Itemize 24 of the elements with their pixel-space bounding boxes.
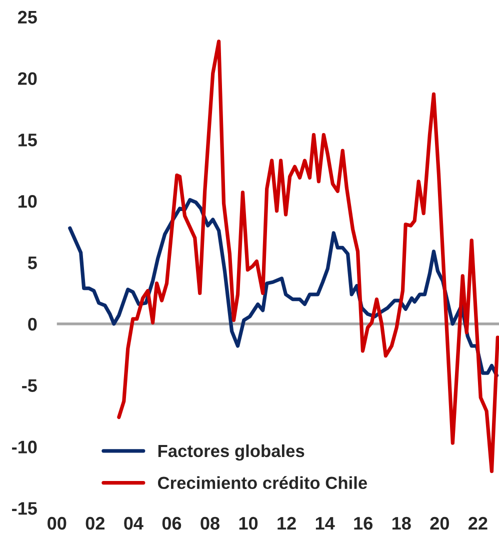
y-tick-label: -15 [12,502,37,515]
x-tick-label: 18 [392,516,411,530]
legend-label: Factores globales [158,444,304,461]
x-tick-label: 16 [354,516,372,530]
x-tick-label: 00 [48,516,66,530]
line-series [117,40,499,474]
x-tick-label: 22 [468,516,488,530]
legend-label: Crecimiento crédito Chile [158,476,367,490]
y-tick-label: 25 [18,10,37,24]
y-tick-label: 15 [18,134,37,146]
x-tick-label: 08 [200,516,220,530]
x-tick-label: 12 [278,516,296,530]
y-tick-label: -10 [12,440,37,454]
x-tick-label: 02 [86,516,104,530]
x-tick-label: 06 [162,516,182,530]
y-tick-label: -5 [22,379,37,392]
y-tick-label: 0 [28,318,37,331]
x-tick-label: 10 [239,516,258,530]
y-tick-label: 20 [18,72,37,85]
x-tick-label: 14 [316,517,335,530]
x-tick-label: 04 [124,516,144,530]
x-tick-label: 20 [430,516,449,530]
y-tick-label: 5 [28,256,37,270]
y-tick-label: 10 [18,195,37,208]
